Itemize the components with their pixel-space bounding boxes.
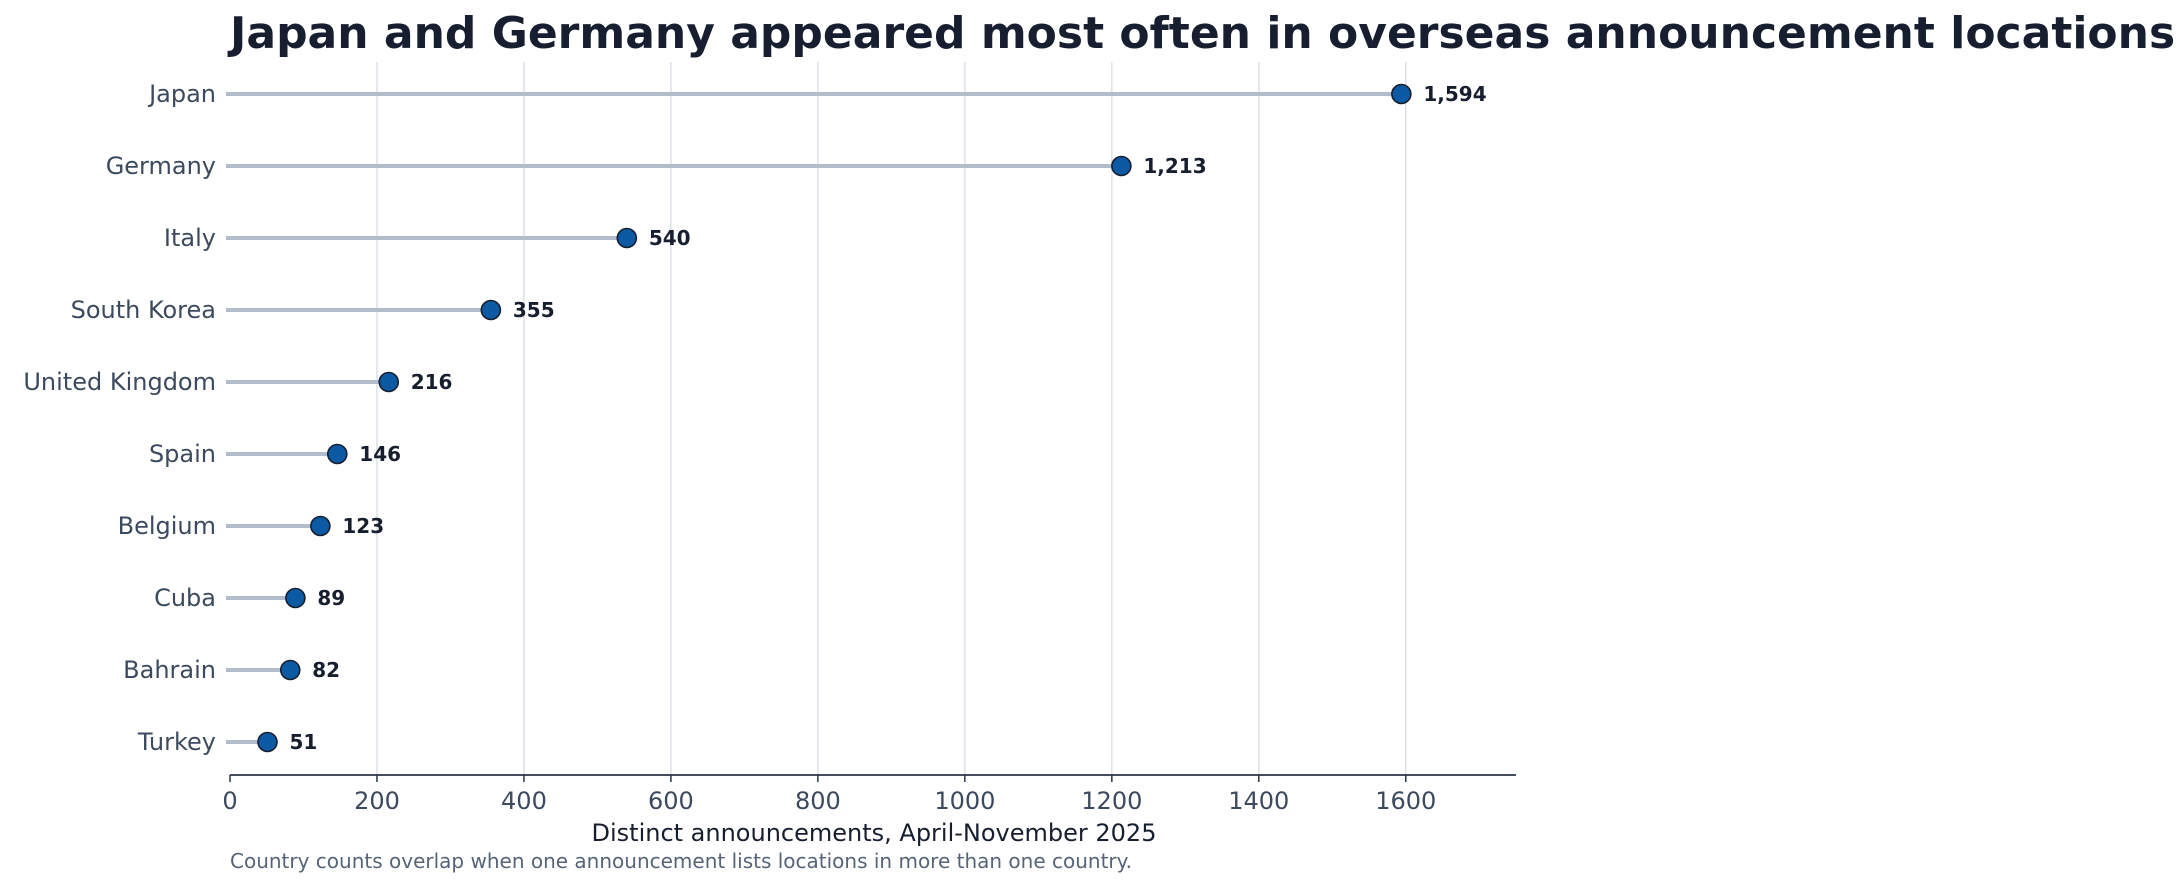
data-point	[279, 659, 301, 681]
category-label: Bahrain	[123, 656, 216, 684]
value-label: 146	[359, 442, 401, 466]
x-axis-label: Distinct announcements, April-November 2…	[592, 819, 1157, 847]
chart-title: Japan and Germany appeared most often in…	[227, 8, 2175, 59]
x-tick-label: 1200	[1081, 787, 1142, 815]
category-label: Turkey	[137, 728, 216, 756]
x-tick-label: 200	[354, 787, 400, 815]
category-label: Cuba	[154, 584, 216, 612]
data-point	[1391, 83, 1412, 105]
category-label: Belgium	[118, 512, 216, 540]
category-label: United Kingdom	[23, 368, 216, 396]
value-label: 355	[513, 298, 555, 322]
category-label: Japan	[147, 80, 216, 108]
category-label: Germany	[106, 152, 216, 180]
value-label: 540	[649, 226, 691, 250]
x-tick-label: 1000	[934, 787, 995, 815]
value-label: 216	[411, 370, 453, 394]
data-point	[285, 587, 306, 609]
data-point	[378, 371, 400, 393]
x-axis-ticks: 0 200 400 600 800 1000 1200 1400 1600	[222, 775, 1436, 815]
category-labels: Japan Germany Italy South Korea United Kingd…	[23, 80, 216, 756]
value-label: 82	[312, 658, 340, 682]
x-tick-label: 800	[795, 787, 841, 815]
category-label: South Korea	[71, 296, 216, 324]
data-point	[1111, 155, 1132, 177]
category-label: Italy	[164, 224, 216, 252]
data-point	[310, 515, 331, 537]
x-tick-label: 400	[501, 787, 547, 815]
data-point	[257, 731, 278, 753]
x-tick-label: 600	[648, 787, 694, 815]
value-label: 51	[289, 730, 317, 754]
grid-lines	[376, 62, 1407, 775]
markers	[257, 83, 1412, 753]
x-tick-label: 1400	[1228, 787, 1289, 815]
data-point	[326, 443, 348, 465]
data-point	[616, 227, 638, 249]
value-label: 123	[342, 514, 384, 538]
x-tick-label: 1600	[1375, 787, 1436, 815]
value-labels: 1,594 1,213 540 355 216 146 123 89 82 51	[289, 82, 1486, 754]
x-tick-label: 0	[222, 787, 237, 815]
value-label: 1,213	[1143, 154, 1206, 178]
category-label: Spain	[149, 440, 216, 468]
chart-footnote: Country counts overlap when one announce…	[230, 849, 1132, 873]
value-label: 1,594	[1423, 82, 1486, 106]
data-point	[480, 299, 502, 321]
value-label: 89	[317, 586, 345, 610]
stems	[226, 92, 1402, 744]
